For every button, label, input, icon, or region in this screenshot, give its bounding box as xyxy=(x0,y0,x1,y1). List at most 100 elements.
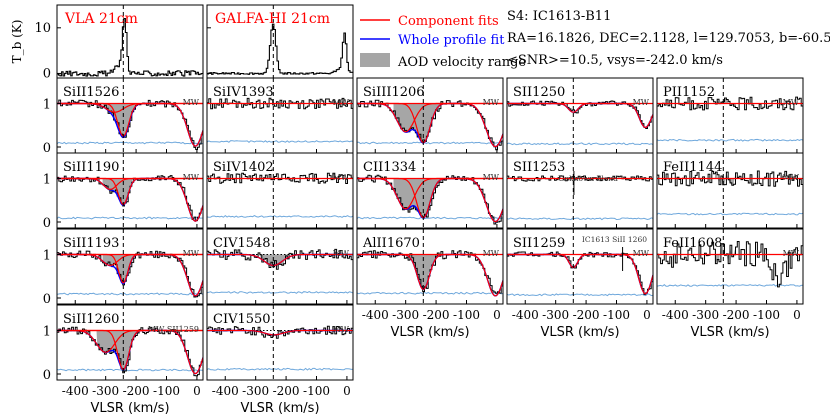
ion-panel-siii1193: SiII1193 MW 0 1 xyxy=(43,228,204,307)
y-tick-label: 0 xyxy=(43,216,51,231)
aod-region xyxy=(393,101,446,142)
flux-spectrum xyxy=(657,170,803,187)
flux-spectrum xyxy=(657,241,803,288)
ion-panel-civ1550: CIV1550 MW -400 -300 -200 -100 0 VLSR (km/s) xyxy=(206,304,354,415)
legend: Component fits Whole profile fit AOD veloc… xyxy=(360,14,526,70)
legend-patch xyxy=(360,53,390,67)
x-tick-label: -200 xyxy=(123,384,150,398)
mw-label: MW xyxy=(483,249,500,258)
x-tick-label: -400 xyxy=(512,308,539,322)
ion-panels: SiII1526MW01SiII1190MW01SiII1193MW01SiII… xyxy=(43,77,804,415)
coords-info: RA=16.1826, DEC=2.1128, l=129.7053, b=-6… xyxy=(507,31,830,46)
ion-panel-title: SiII1526 xyxy=(63,85,119,100)
ion-panel-title: SiII1260 xyxy=(63,312,119,327)
aod-region xyxy=(258,253,290,270)
mw-label: MW SII1259 xyxy=(148,325,199,334)
x-axis-label: VLSR (km/s) xyxy=(90,401,169,415)
ion-panel-title: CIV1550 xyxy=(213,312,271,327)
error-spectrum xyxy=(357,141,503,145)
x-axis-label: VLSR (km/s) xyxy=(690,325,769,340)
x-tick-label: -300 xyxy=(92,384,119,398)
x-axis-label: VLSR (km/s) xyxy=(390,325,469,340)
mw-label: MW xyxy=(783,173,800,182)
panel-content xyxy=(507,78,653,153)
error-spectrum xyxy=(57,216,203,220)
ion-panel-siiv1402: SiIV1402 MW xyxy=(206,152,354,229)
component-fit xyxy=(57,329,203,375)
ion-panel-siiii1206: SiIII1206 MW xyxy=(356,77,504,154)
error-spectrum xyxy=(507,142,653,146)
error-spectrum xyxy=(657,212,803,216)
component-fit xyxy=(357,177,503,223)
ion-panel-siii1260: SiII1260 MW SII1259 0 1 -400 -300 -200 -100 0 VLS… xyxy=(43,304,204,415)
component-fit xyxy=(57,253,203,297)
component-fit xyxy=(207,329,353,336)
x-axis-label: VLSR (km/s) xyxy=(540,325,619,340)
ion-panel-title: FeII1144 xyxy=(663,160,722,175)
ion-panel-frame xyxy=(356,228,504,305)
aod-region xyxy=(714,98,737,108)
panel-content xyxy=(357,78,503,153)
mw-label: MW xyxy=(483,173,500,182)
panel-content xyxy=(57,153,203,228)
ion-panel-title: SiIV1402 xyxy=(213,160,274,175)
x-tick-label: -400 xyxy=(62,384,89,398)
legend-label: AOD velocity range xyxy=(397,55,526,70)
ion-panel-title: SII1259 xyxy=(513,236,565,251)
ion-panel-title: SII1253 xyxy=(513,160,565,175)
mw-label: MW xyxy=(333,173,350,182)
x-tick-label: 0 xyxy=(643,308,651,322)
ion-panel-title: FeII1608 xyxy=(663,236,722,251)
y-tick-label: 1 xyxy=(43,249,51,264)
y-tick-label: 1 xyxy=(43,98,51,113)
error-spectrum xyxy=(507,293,653,297)
aod-region xyxy=(714,172,737,186)
panel-content xyxy=(657,229,803,304)
hi-panel: VLA 21cm 0 10 T_b (K) xyxy=(10,4,204,81)
hi-spectrum xyxy=(207,23,354,75)
ion-panel-frame xyxy=(206,152,354,229)
x-tick-label: -200 xyxy=(273,384,300,398)
component-fit xyxy=(507,253,653,295)
y-tick-label: 0 xyxy=(43,292,51,307)
x-tick-label: -100 xyxy=(753,308,780,322)
panel-content xyxy=(207,78,353,153)
ion-panel-title: SiII1193 xyxy=(63,236,119,251)
ion-panel-frame xyxy=(656,152,804,229)
ion-panel-title: SiIV1393 xyxy=(213,85,274,100)
x-tick-label: -200 xyxy=(423,308,450,322)
flux-spectrum xyxy=(207,172,353,184)
ion-panel-title: PII1152 xyxy=(663,85,715,100)
component-fit xyxy=(507,253,653,269)
ion-panel-siiv1393: SiIV1393 MW xyxy=(206,77,354,154)
ion-panel-title: AlII1670 xyxy=(362,236,420,251)
ion-panel-siii1526: SiII1526 MW 0 1 xyxy=(43,77,204,156)
x-tick-label: -100 xyxy=(603,308,630,322)
component-fit xyxy=(357,253,503,297)
ion-panel-siii1190: SiII1190 MW 0 1 xyxy=(43,152,204,231)
error-spectrum xyxy=(657,283,803,287)
component-fit xyxy=(207,253,353,266)
aod-region xyxy=(96,329,140,373)
hi-panels: VLA 21cm 0 10 T_b (K) GALFA-HI 21cm xyxy=(10,4,354,81)
x-tick-label: -400 xyxy=(362,308,389,322)
panel-content xyxy=(507,153,653,228)
mw-label: MW xyxy=(183,249,200,258)
mw-label: MW xyxy=(633,249,650,258)
ion-panel-title: SII1250 xyxy=(513,85,565,100)
ion-panel-alii1670: AlII1670 MW -400 -300 -200 -100 0 VLSR (km/s) xyxy=(356,228,504,340)
y-tick-label: 0 xyxy=(43,66,51,81)
figure-title: S4: IC1613-B11 xyxy=(507,9,611,24)
ion-panel-feii1608: FeII1608 MW -400 -300 -200 -100 0 VLSR (km/s) xyxy=(656,228,804,340)
hi-panel-title: GALFA-HI 21cm xyxy=(215,11,330,27)
mw-label: MW xyxy=(633,98,650,107)
mw-label: MW xyxy=(333,98,350,107)
y-tick-label: 10 xyxy=(34,21,51,36)
ion-panel-frame xyxy=(656,228,804,305)
x-tick-label: 0 xyxy=(493,308,501,322)
x-tick-label: -300 xyxy=(392,308,419,322)
panel-content xyxy=(507,229,653,304)
error-spectrum xyxy=(507,217,653,221)
flux-spectrum xyxy=(207,325,353,339)
